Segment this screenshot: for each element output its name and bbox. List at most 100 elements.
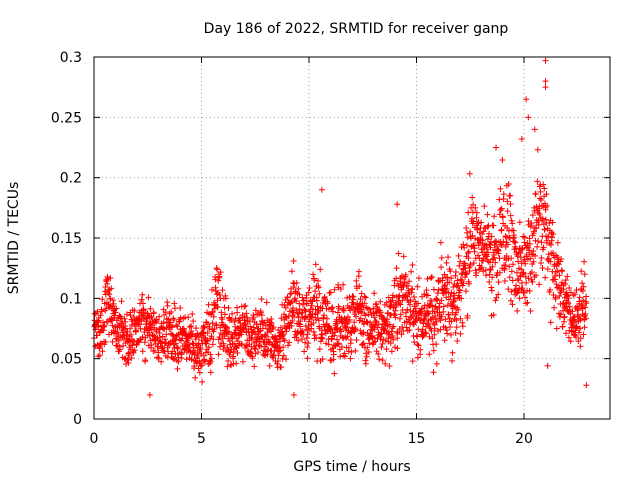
data-point [301,348,308,355]
data-point [171,300,178,307]
data-point [456,287,463,294]
data-point [208,286,215,293]
data-point [423,330,430,337]
data-point [310,328,317,335]
data-point [507,201,514,208]
data-point [310,320,317,327]
data-point [330,356,337,363]
data-point [250,324,257,331]
data-point [324,300,331,307]
data-point [124,328,131,335]
data-point [227,349,234,356]
data-point [411,339,418,346]
data-point [330,308,337,315]
data-point [474,226,481,233]
data-point [526,240,533,247]
data-point [428,274,435,281]
data-point [190,318,197,325]
data-point [534,243,541,250]
data-point [428,273,435,280]
data-point [131,307,138,314]
data-point [455,283,462,290]
data-point [166,310,173,317]
data-point [406,327,413,334]
data-point [205,344,212,351]
data-point [507,192,514,199]
data-point [200,329,207,336]
data-point [366,340,373,347]
data-point [400,253,407,260]
data-point [308,314,315,321]
data-point [296,291,303,298]
data-point [207,358,214,365]
data-point [304,331,311,338]
data-point [526,235,533,242]
data-point [513,282,520,289]
data-point [565,300,572,307]
data-point [547,241,554,248]
data-point [403,324,410,331]
data-point [582,304,589,311]
data-point [545,233,552,240]
data-point [96,352,103,359]
data-point [571,291,578,298]
data-point [538,255,545,262]
y-tick-label: 0.25 [51,110,82,126]
data-point [344,333,351,340]
data-point [215,277,222,284]
data-point [319,356,326,363]
data-point [493,294,500,301]
data-point [437,326,444,333]
data-point [360,340,367,347]
data-point [276,348,283,355]
data-point [409,285,416,292]
data-point [555,261,562,268]
data-point [524,299,531,306]
data-point [441,337,448,344]
data-point [464,234,471,241]
data-point [449,349,456,356]
data-point [431,331,438,338]
data-point [201,334,208,341]
data-point [560,286,567,293]
data-point [375,321,382,328]
data-point [216,343,223,350]
data-point [440,303,447,310]
data-point [542,57,549,64]
data-point [490,311,497,318]
data-point [127,312,134,319]
data-point [104,276,111,283]
data-point [513,269,520,276]
data-point [186,344,193,351]
data-point [337,286,344,293]
data-point [282,313,289,320]
data-point [263,333,270,340]
data-point [203,340,210,347]
data-point [340,281,347,288]
data-point [156,313,163,320]
data-point [483,246,490,253]
data-point [151,347,158,354]
data-point [140,300,147,307]
data-point [399,297,406,304]
data-point [534,178,541,185]
y-tick-label: 0.1 [60,291,82,307]
data-point [142,357,149,364]
data-point [458,295,465,302]
data-point [463,225,470,232]
data-point [391,310,398,317]
data-point [523,279,530,286]
data-point [209,341,216,348]
data-point [258,296,265,303]
data-point [424,320,431,327]
data-point [175,354,182,361]
data-point [145,325,152,332]
data-point [312,306,319,313]
data-point [284,294,291,301]
data-point [318,186,325,193]
data-point [198,337,205,344]
data-point [323,315,330,322]
y-axis-label: SRMTID / TECUs [6,182,22,295]
data-point [234,349,241,356]
data-point [241,303,248,310]
